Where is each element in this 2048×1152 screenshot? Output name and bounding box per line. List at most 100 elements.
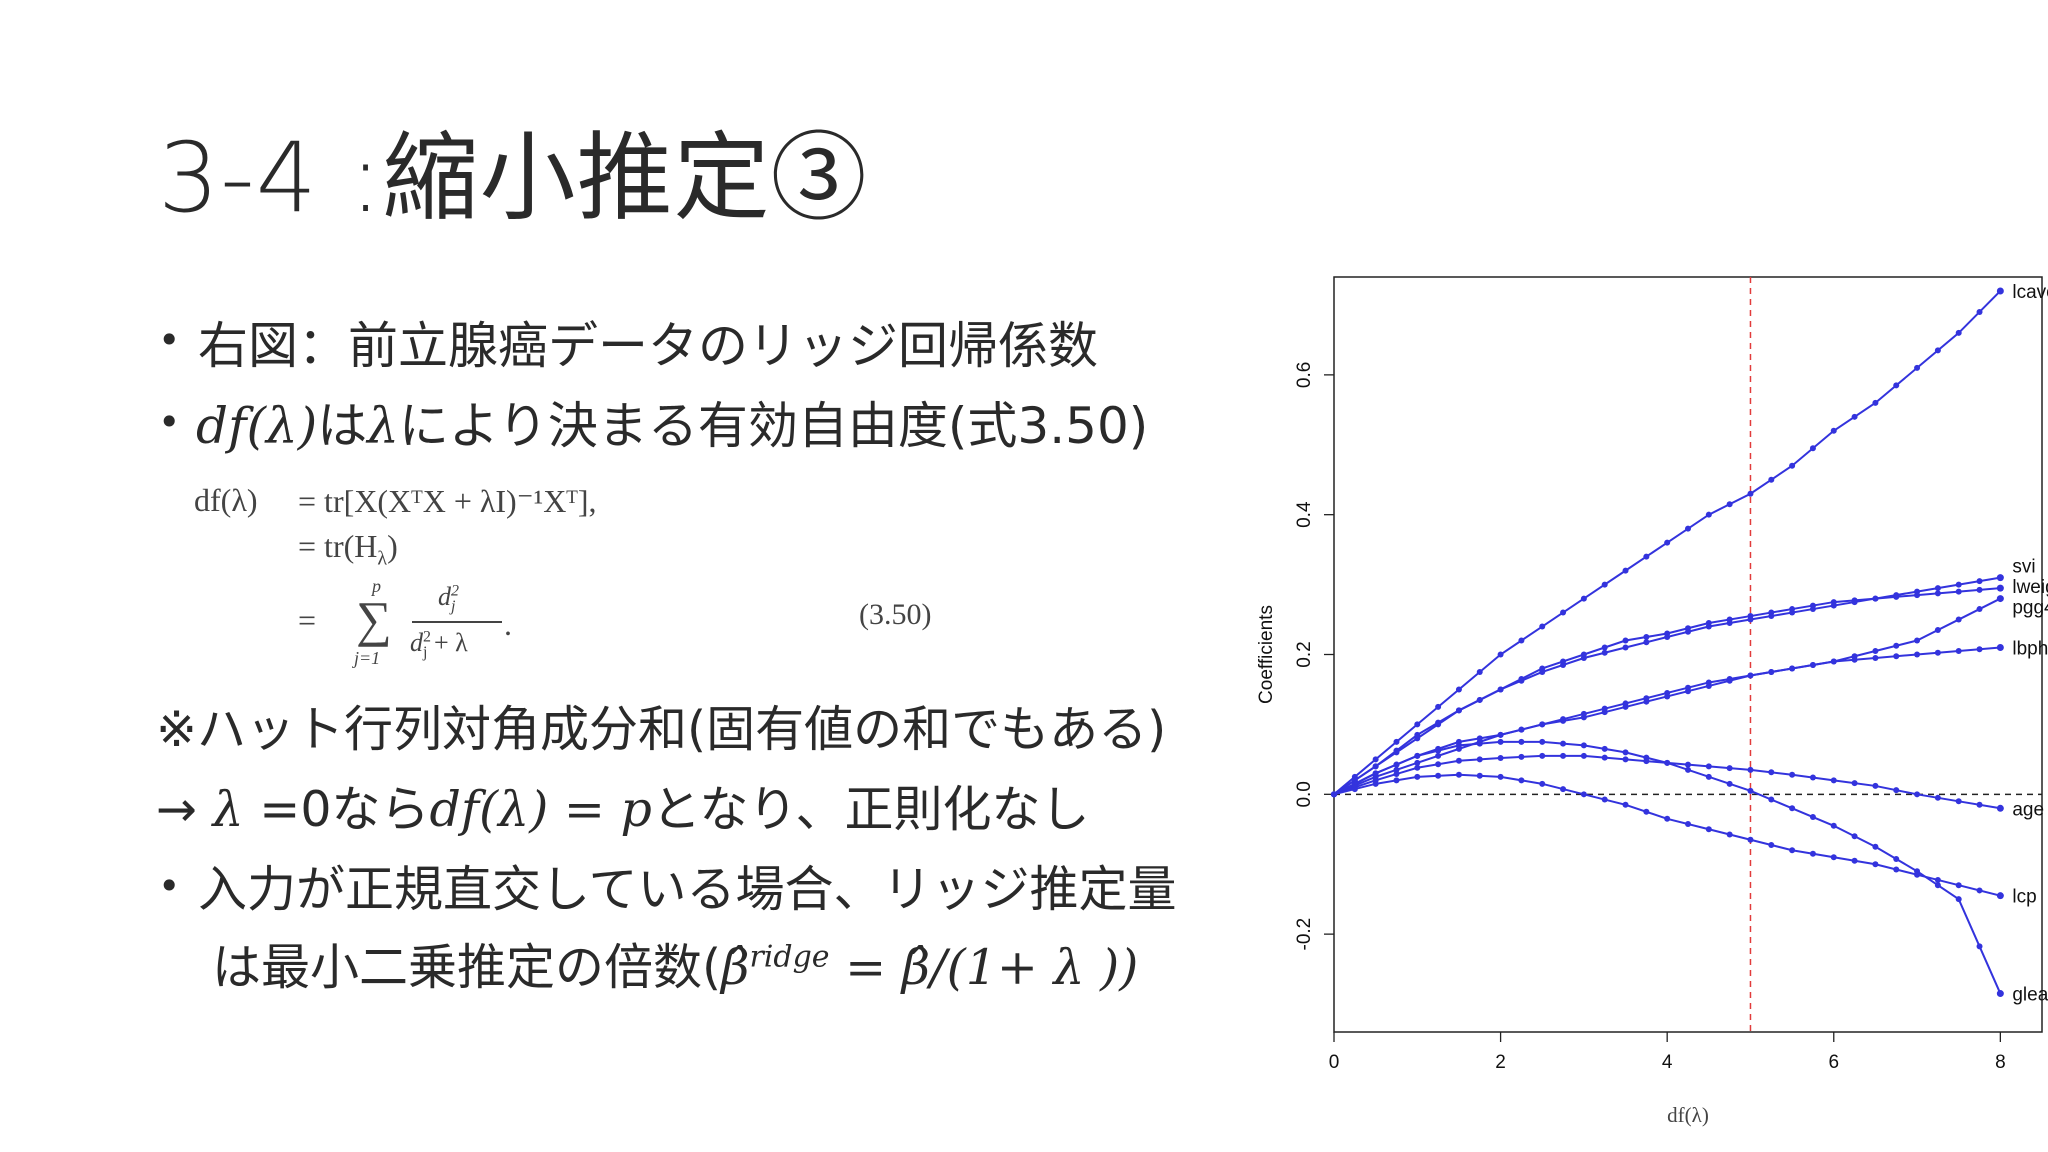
series-point-lcp <box>1934 876 1941 883</box>
series-point-lweight <box>1539 668 1546 675</box>
series-point-age <box>1664 759 1671 766</box>
series-point-age <box>1518 753 1525 760</box>
x-tick-label: 4 <box>1662 1052 1673 1073</box>
series-point-age <box>1622 756 1629 763</box>
series-point-lcp <box>1685 821 1691 828</box>
series-point-gleason <box>1934 882 1941 889</box>
equation-fraction-den: d2j + λ <box>410 628 468 662</box>
series-point-gleason <box>1809 814 1816 821</box>
series-point-gleason <box>1685 766 1691 773</box>
bullet-text-3-line-2: は最小二乗推定の倍数(β̂ridge = β̂/(1+ λ )) <box>212 928 1138 999</box>
series-point-lcavol <box>1622 567 1629 574</box>
x-tick-label: 0 <box>1329 1052 1340 1073</box>
series-label-gleason: gleason <box>2012 985 2048 1006</box>
series-point-age <box>1705 763 1712 770</box>
series-point-age <box>1996 804 2004 812</box>
x-tick-label: 2 <box>1495 1052 1506 1073</box>
y-tick-label: 0.4 <box>1294 501 1315 528</box>
series-point-lcavol <box>1435 703 1442 710</box>
series-point-lcavol <box>1643 553 1650 560</box>
bullet-marker-2: • <box>158 400 181 444</box>
series-point-pgg45 <box>1934 627 1941 634</box>
series-point-lbph <box>1539 721 1546 728</box>
series-point-lcavol <box>1893 382 1900 389</box>
series-point-lcavol <box>1393 738 1400 745</box>
series-label-lweight: lweight <box>2012 577 2048 598</box>
series-point-lbph <box>1914 651 1921 658</box>
series-point-gleason <box>1539 738 1546 745</box>
series-point-lcp <box>1414 773 1421 780</box>
series-point-lcavol <box>1497 651 1504 658</box>
series-point-age <box>1768 769 1775 776</box>
series-line-lbph <box>1333 646 2001 796</box>
series-point-lcavol <box>1768 476 1775 483</box>
series-point-age <box>1747 766 1754 773</box>
note-hat-matrix: ※ハット行列対角成分和(固有値の和でもある) <box>156 701 1167 758</box>
series-point-lweight <box>1851 599 1858 606</box>
series-point-gleason <box>1476 740 1483 747</box>
series-point-lcp <box>1331 791 1337 798</box>
series-point-lcavol <box>1851 413 1858 420</box>
series-point-age <box>1539 752 1546 759</box>
series-point-lweight <box>1372 763 1379 770</box>
series-point-lweight <box>1705 623 1712 630</box>
series-point-age <box>1497 754 1504 761</box>
series-point-lweight <box>1560 661 1567 668</box>
series-point-gleason <box>1560 740 1567 747</box>
series-point-lweight <box>1726 620 1733 627</box>
series-point-lcp <box>1996 892 2004 900</box>
equation-sum: ∑ <box>356 591 392 647</box>
series-point-age <box>1685 761 1691 768</box>
series-point-lcavol <box>1955 329 1962 336</box>
series-point-lbph <box>1435 752 1442 759</box>
series-point-pgg45 <box>1996 595 2004 603</box>
series-point-lbph <box>1976 646 1983 653</box>
y-tick-label: 0.2 <box>1294 641 1315 667</box>
series-point-lbph <box>1643 695 1650 702</box>
series-point-age <box>1830 777 1837 784</box>
series-point-lcp <box>1726 831 1733 838</box>
ridge-coefficient-chart: 0 2 4 6 8 -0.2 0.0 0.2 0.4 0.6 df(λ) Coefficients lc… <box>1230 265 2048 1152</box>
x-axis-label: df(λ) <box>1667 1103 1709 1127</box>
series-point-lcp <box>1580 791 1587 798</box>
series-point-lcp <box>1768 841 1775 848</box>
series-point-age <box>1851 780 1858 787</box>
series-point-svi <box>1934 585 1941 592</box>
equation-num-sup: 2 <box>451 582 459 600</box>
equation-3-50: df(λ) = tr[X(XᵀX + λI)⁻¹Xᵀ], = tr(Hλ) = … <box>194 478 954 678</box>
series-point-lcavol <box>1976 308 1983 315</box>
series-point-lcp <box>1497 773 1504 780</box>
equation-den-sub: j <box>423 644 428 662</box>
series-point-gleason <box>1955 896 1962 903</box>
bullet-3-beta-hat: β̂ <box>721 939 750 996</box>
series-point-lweight <box>1809 606 1816 613</box>
series-point-lcp <box>1351 786 1358 793</box>
series-point-lcp <box>1622 801 1629 808</box>
series-point-lcavol <box>1685 525 1691 532</box>
bullet-math-lambda: λ <box>367 397 399 455</box>
series-label-lcp: lcp <box>2012 887 2036 908</box>
series-point-gleason <box>1580 742 1587 749</box>
series-point-lbph <box>1560 716 1567 723</box>
series-point-lcp <box>1914 871 1921 878</box>
series-point-lweight <box>1872 595 1879 602</box>
series-point-lbph <box>1601 705 1608 712</box>
series-point-lbph <box>1809 661 1816 668</box>
series-point-age <box>1893 787 1900 794</box>
series-point-gleason <box>1747 787 1754 794</box>
series-point-lbph <box>1518 726 1525 733</box>
series-point-gleason <box>1455 742 1462 749</box>
series-point-lcp <box>1393 777 1400 784</box>
bullet-3-ridge-sup: ridge <box>749 939 830 975</box>
series-point-lcavol <box>1934 347 1941 354</box>
series-point-age <box>1872 782 1879 789</box>
series-point-lweight <box>1685 628 1691 635</box>
series-point-lweight <box>1580 654 1587 661</box>
series-label-pgg45: pgg45 <box>2012 598 2048 619</box>
series-point-gleason <box>1497 738 1504 745</box>
series-point-age <box>1560 752 1567 759</box>
series-point-lweight <box>1955 588 1962 595</box>
equation-den-plus: + λ <box>433 628 468 657</box>
series-point-lbph <box>1414 759 1421 766</box>
series-point-age <box>1435 761 1442 768</box>
